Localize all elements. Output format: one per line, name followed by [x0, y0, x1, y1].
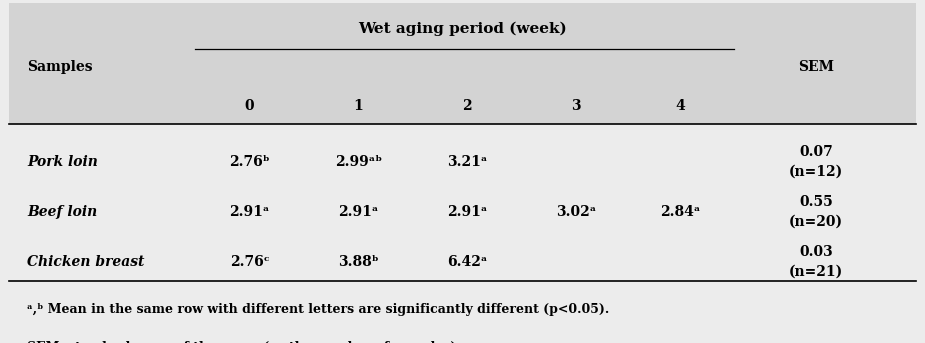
Text: 0.07
(n=12): 0.07 (n=12) [789, 145, 844, 179]
Text: 1: 1 [353, 99, 364, 113]
Text: 2.91ᵃ: 2.91ᵃ [338, 205, 378, 219]
Text: ᵃ,ᵇ Mean in the same row with different letters are significantly different (p<0: ᵃ,ᵇ Mean in the same row with different … [28, 303, 610, 316]
Text: Chicken breast: Chicken breast [28, 255, 144, 269]
Text: Beef loin: Beef loin [28, 205, 98, 219]
Text: 0.03
(n=21): 0.03 (n=21) [789, 245, 844, 279]
Text: Samples: Samples [28, 60, 93, 74]
Text: 0: 0 [244, 99, 254, 113]
Text: 2.76ᶜ: 2.76ᶜ [229, 255, 269, 269]
Text: 4: 4 [675, 99, 684, 113]
Text: 3: 3 [571, 99, 581, 113]
Text: 2: 2 [462, 99, 472, 113]
Text: 3.88ᵇ: 3.88ᵇ [338, 255, 378, 269]
Text: 0.55
(n=20): 0.55 (n=20) [789, 195, 843, 228]
Text: 6.42ᵃ: 6.42ᵃ [447, 255, 487, 269]
Bar [9, 3, 916, 124]
Text: SEM, standard error of the mean (n=the number of samples).: SEM, standard error of the mean (n=the n… [28, 341, 462, 343]
Text: Wet aging period (week): Wet aging period (week) [358, 21, 567, 36]
Text: 3.21ᵃ: 3.21ᵃ [447, 155, 487, 169]
Text: Pork loin: Pork loin [28, 155, 98, 169]
Text: 3.02ᵃ: 3.02ᵃ [556, 205, 596, 219]
Text: SEM: SEM [798, 60, 834, 74]
Text: 2.99ᵃᵇ: 2.99ᵃᵇ [335, 155, 382, 169]
Text: 2.84ᵃ: 2.84ᵃ [660, 205, 700, 219]
Text: 2.76ᵇ: 2.76ᵇ [229, 155, 270, 169]
Text: 2.91ᵃ: 2.91ᵃ [447, 205, 487, 219]
Text: 2.91ᵃ: 2.91ᵃ [229, 205, 270, 219]
